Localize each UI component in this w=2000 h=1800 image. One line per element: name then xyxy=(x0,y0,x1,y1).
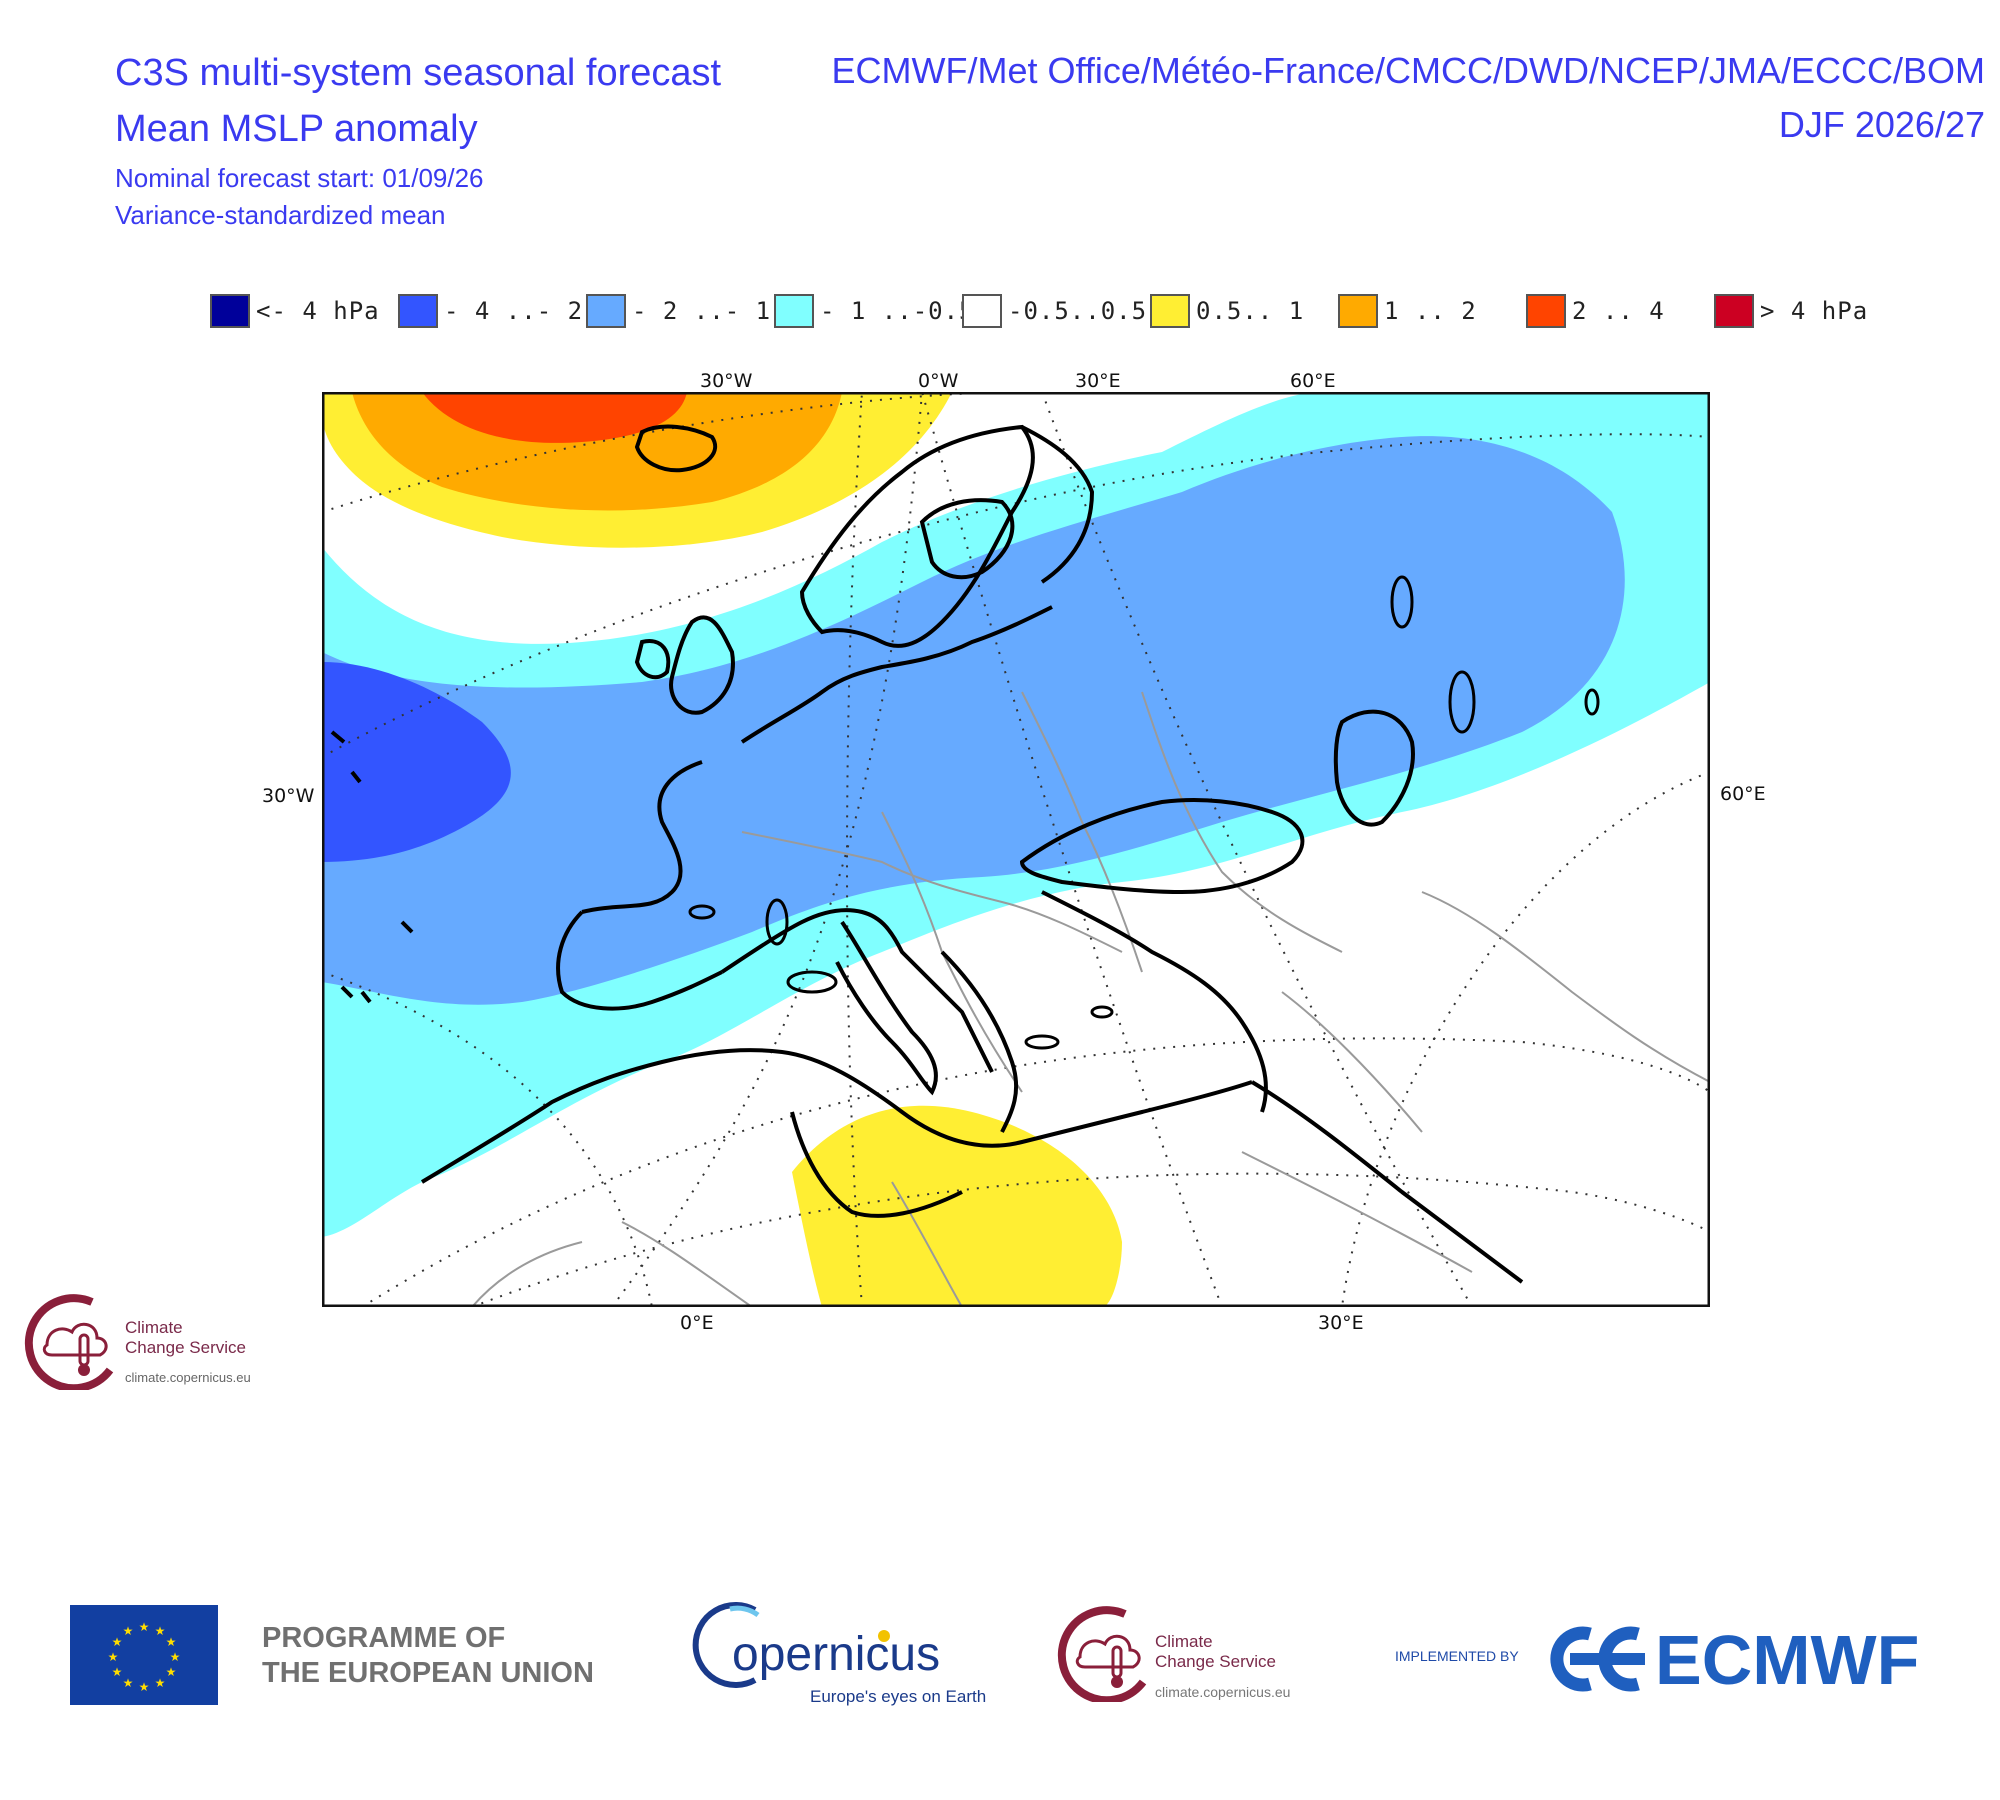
legend-swatch xyxy=(586,294,626,328)
ccs-url: climate.copernicus.eu xyxy=(1155,1684,1291,1700)
legend-item: 0.5.. 1 xyxy=(1150,292,1304,330)
copernicus-c-icon xyxy=(692,1602,760,1688)
legend-item: <- 4 hPa xyxy=(210,292,380,330)
tick-label: 60°E xyxy=(1290,370,1336,392)
chart-subtitle: Mean MSLP anomaly xyxy=(115,108,478,150)
svg-text:★: ★ xyxy=(155,1624,166,1638)
legend-swatch xyxy=(1338,294,1378,328)
eu-programme-line1: PROGRAMME OF xyxy=(262,1622,506,1654)
ccs-line1: Climate xyxy=(1155,1632,1213,1651)
legend-item: > 4 hPa xyxy=(1714,292,1868,330)
map-frame xyxy=(322,392,1710,1307)
anomaly-band-blue xyxy=(322,662,511,862)
islands xyxy=(688,575,1600,1050)
tick-label: 30°E xyxy=(1318,1312,1364,1334)
eu-flag-icon: ★ ★ ★ ★ ★ ★ ★ ★ ★ ★ ★ ★ xyxy=(70,1605,218,1705)
ccs-logo-footer: Climate Change Service climate.copernicu… xyxy=(1055,1602,1335,1712)
legend: <- 4 hPa - 4 ..- 2 - 2 ..- 1 - 1 ..-0.5 … xyxy=(210,292,1910,332)
anomaly-band-redorange xyxy=(422,392,687,443)
tick-label: 60°E xyxy=(1720,783,1766,805)
copernicus-logo: opernicus Europe's eyes on Earth xyxy=(690,1595,990,1715)
season-label: DJF 2026/27 xyxy=(1778,104,1985,145)
ccs-logo-small: Climate Change Service climate.copernicu… xyxy=(22,1290,302,1400)
eu-programme-line2: THE EUROPEAN UNION xyxy=(262,1657,594,1689)
ccs-emblem-icon xyxy=(24,1294,114,1390)
copernicus-dot-icon xyxy=(878,1630,890,1642)
svg-text:★: ★ xyxy=(112,1635,123,1649)
ecmwf-symbol-icon xyxy=(1550,1626,1645,1692)
legend-swatch xyxy=(1526,294,1566,328)
ccs-line2: Change Service xyxy=(125,1338,246,1357)
tick-label: 0°W xyxy=(918,370,959,392)
legend-item: - 1 ..-0.5 xyxy=(774,292,975,330)
svg-text:★: ★ xyxy=(170,1650,181,1664)
tick-label: 30°E xyxy=(1075,370,1121,392)
svg-text:★: ★ xyxy=(108,1650,119,1664)
legend-item: -0.5..0.5 xyxy=(962,292,1147,330)
svg-text:★: ★ xyxy=(123,1624,134,1638)
ecmwf-logo: ECMWF xyxy=(1550,1620,1960,1700)
method-note: Variance-standardized mean xyxy=(115,200,446,230)
svg-text:★: ★ xyxy=(112,1665,123,1679)
anomaly-map xyxy=(322,392,1710,1307)
svg-text:★: ★ xyxy=(166,1665,177,1679)
anomaly-band-lightblue xyxy=(322,436,1625,1005)
chart-title: C3S multi-system seasonal forecast xyxy=(115,52,722,94)
svg-text:★: ★ xyxy=(139,1680,150,1694)
tick-label: 30°W xyxy=(700,370,753,392)
ecmwf-wordmark: ECMWF xyxy=(1655,1621,1920,1699)
copernicus-wordmark: opernicus xyxy=(732,1628,941,1681)
svg-text:★: ★ xyxy=(123,1676,134,1690)
legend-swatch xyxy=(210,294,250,328)
ccs-line1: Climate xyxy=(125,1318,183,1337)
coastlines xyxy=(330,424,1524,1284)
legend-item: - 2 ..- 1 xyxy=(586,292,771,330)
tick-label: 0°E xyxy=(680,1312,714,1334)
ccs-line2: Change Service xyxy=(1155,1652,1276,1671)
svg-text:★: ★ xyxy=(166,1635,177,1649)
contributing-centres: ECMWF/Met Office/Météo-France/CMCC/DWD/N… xyxy=(831,50,1985,91)
tick-label: 30°W xyxy=(262,785,315,807)
legend-swatch xyxy=(962,294,1002,328)
ccs-emblem-icon xyxy=(1057,1606,1147,1702)
forecast-start: Nominal forecast start: 01/09/26 xyxy=(115,163,484,193)
legend-swatch xyxy=(1150,294,1190,328)
legend-item: - 4 ..- 2 xyxy=(398,292,583,330)
copernicus-tagline: Europe's eyes on Earth xyxy=(810,1687,987,1706)
legend-swatch xyxy=(1714,294,1754,328)
svg-text:★: ★ xyxy=(155,1676,166,1690)
anomaly-band-yellow-south xyxy=(792,1105,1122,1307)
legend-swatch xyxy=(398,294,438,328)
svg-text:★: ★ xyxy=(139,1620,150,1634)
legend-item: 2 .. 4 xyxy=(1526,292,1665,330)
legend-swatch xyxy=(774,294,814,328)
ccs-url: climate.copernicus.eu xyxy=(125,1370,251,1385)
legend-item: 1 .. 2 xyxy=(1338,292,1477,330)
implemented-by: IMPLEMENTED BY xyxy=(1395,1648,1519,1664)
